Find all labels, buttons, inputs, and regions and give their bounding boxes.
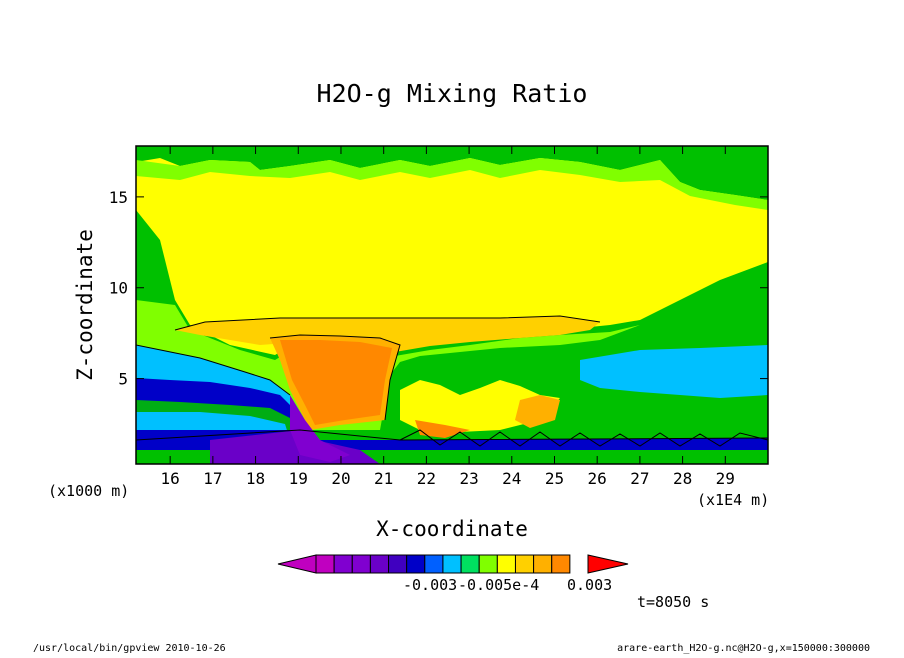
contour-field	[136, 146, 768, 464]
time-label: t=8050 s	[637, 593, 709, 611]
x-tick-label: 24	[502, 469, 521, 488]
contour-line-4	[136, 429, 768, 441]
colorbar-swatch	[442, 554, 462, 574]
x-tick-label: 21	[374, 469, 393, 488]
cyan-right-region	[580, 345, 768, 398]
x-tick-label: 17	[203, 469, 222, 488]
footer-right: arare-earth_H2O-g.nc@H2O-g,x=150000:3000…	[617, 643, 870, 654]
plume-core-inner	[280, 340, 392, 425]
x-unit-left: (x1000 m)	[48, 482, 129, 500]
colorbar-label-0: -0.003	[403, 576, 457, 594]
x-axis: 16 17 18 19 20 21 22 23 24 25 26 27 28 29	[161, 146, 735, 488]
x-tick-label: 29	[716, 469, 735, 488]
contour-line-1	[174, 315, 601, 331]
x-unit-right: (x1E4 m)	[697, 491, 769, 509]
upper-green-region	[136, 146, 768, 200]
y-tick-label: 5	[118, 370, 128, 389]
right-dark-orange-patch	[415, 420, 470, 438]
colorbar-swatch	[315, 554, 335, 574]
colorbar-swatch	[514, 554, 535, 574]
colorbar-swatch	[351, 554, 371, 574]
x-tick-label: 20	[331, 469, 350, 488]
colorbar-label-1: -0.005e-4	[458, 576, 539, 594]
colorbar-swatch	[496, 554, 516, 574]
contour-line-2	[136, 344, 291, 396]
colorbar-swatch	[533, 554, 553, 574]
y-axis: 5 10 15	[109, 188, 768, 389]
x-tick-label: 28	[673, 469, 692, 488]
colorbar-swatch	[388, 554, 408, 574]
purple-plume-region	[290, 395, 350, 462]
footer-left: /usr/local/bin/gpview 2010-10-26	[33, 643, 226, 654]
y-axis-label: Z-coordinate	[73, 229, 97, 381]
colorbar-high-arrow	[587, 554, 629, 574]
x-tick-label: 16	[161, 469, 180, 488]
colorbar	[277, 554, 629, 574]
x-tick-label: 22	[417, 469, 436, 488]
y-tick-label: 15	[109, 188, 128, 207]
colorbar-label-2: 0.003	[567, 576, 612, 594]
x-tick-label: 18	[246, 469, 265, 488]
x-axis-label: X-coordinate	[376, 517, 528, 541]
colorbar-low-arrow	[277, 554, 317, 574]
colorbar-swatch	[460, 554, 480, 574]
x-tick-label: 27	[630, 469, 649, 488]
colorbar-swatch	[369, 554, 390, 574]
colorbar-swatch	[333, 554, 353, 574]
chart-title: H2O-g Mixing Ratio	[317, 79, 588, 108]
contour-line-5	[399, 429, 768, 447]
colorbar-swatch	[478, 554, 498, 574]
colorbar-swatch	[424, 554, 444, 574]
y-tick-label: 10	[109, 279, 128, 298]
x-tick-label: 23	[459, 469, 478, 488]
colorbar-swatch	[551, 554, 571, 574]
contour-line-3	[269, 334, 401, 421]
colorbar-swatch	[406, 554, 426, 574]
x-tick-label: 19	[289, 469, 308, 488]
right-orange-patch	[515, 395, 560, 428]
upper-lightgreen-band	[136, 158, 768, 210]
x-tick-label: 26	[588, 469, 607, 488]
x-tick-label: 25	[545, 469, 564, 488]
plot-frame	[135, 145, 769, 465]
